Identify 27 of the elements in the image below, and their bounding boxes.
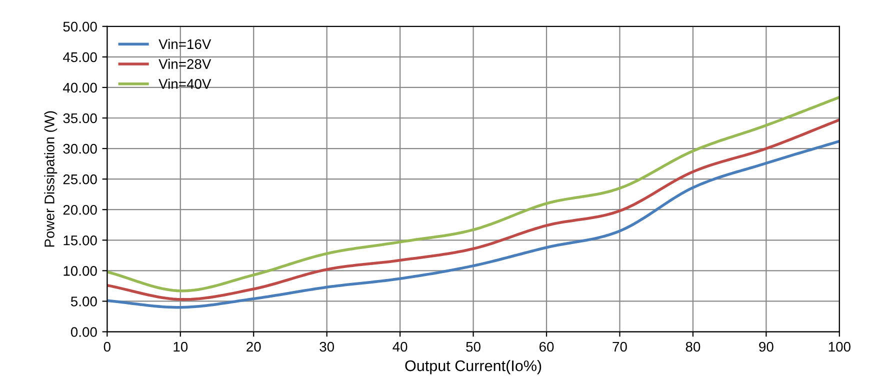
legend-label: Vin=40V (158, 78, 212, 89)
x-tick-label: 10 (174, 342, 188, 352)
y-tick-label: 15.00 (64, 235, 97, 246)
y-tick-label: 30.00 (63, 144, 97, 154)
x-tick-label: 100 (828, 342, 850, 352)
y-axis-title: Power Dissipation (W) (44, 111, 58, 247)
y-tick-label: 35.00 (63, 113, 97, 124)
y-tick-label: 5.00 (70, 296, 97, 306)
x-tick-label: 20 (246, 342, 261, 352)
x-tick-label: 70 (612, 342, 627, 352)
x-tick-label: 40 (392, 342, 408, 352)
legend-label: Vin=16V (158, 38, 212, 50)
x-tick-label: 90 (759, 342, 774, 352)
x-axis-title: Output Current(Io%) (405, 360, 542, 374)
x-tick-label: 50 (466, 342, 480, 352)
x-tick-label: 30 (320, 342, 334, 352)
y-tick-label: 0.00 (70, 327, 97, 337)
y-tick-label: 10.00 (64, 266, 97, 276)
x-tick-label: 60 (540, 342, 554, 352)
x-tick-label: 0 (104, 342, 110, 352)
y-tick-label: 25.00 (63, 174, 97, 184)
y-tick-label: 50.00 (63, 22, 97, 32)
x-tick-label: 80 (686, 342, 700, 352)
y-tick-label: 45.00 (63, 52, 97, 62)
y-tick-label: 40.00 (63, 82, 97, 93)
legend-label: Vin=28V (158, 58, 212, 69)
y-tick-label: 20.00 (63, 204, 97, 215)
